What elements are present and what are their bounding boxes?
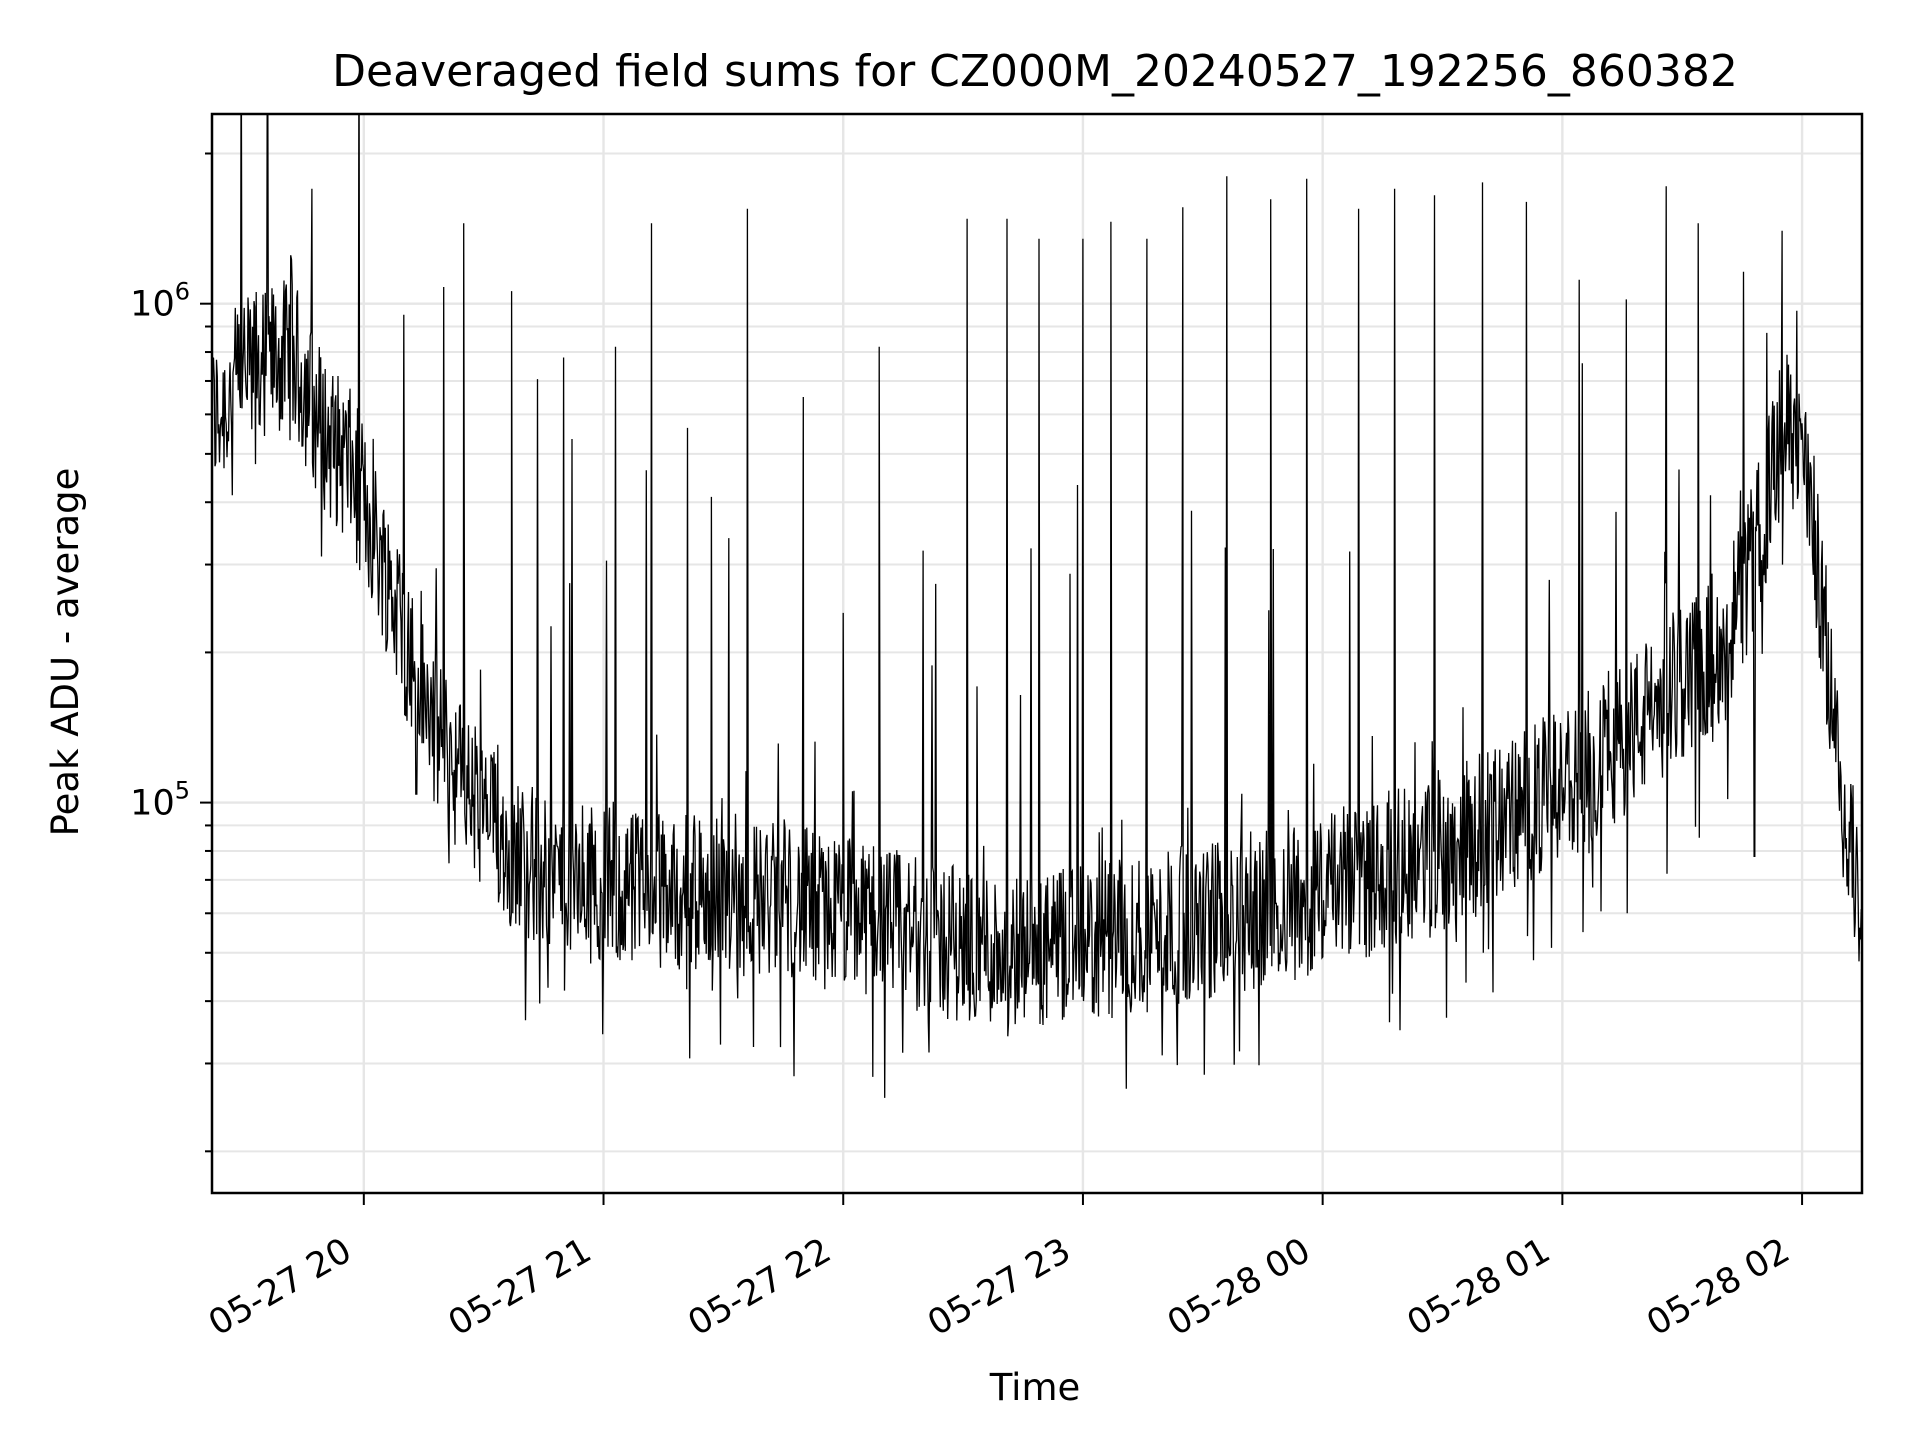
y-tick-label: 106 (130, 278, 190, 325)
plot-area (212, 114, 1862, 1098)
plot-frame (210, 112, 1864, 1195)
y-tick-label: 105 (130, 777, 190, 824)
y-axis-label: Peak ADU - average (44, 468, 87, 837)
chart-title: Deaveraged field sums for CZ000M_2024052… (332, 46, 1738, 97)
x-axis-label: Time (989, 1366, 1081, 1409)
series-line-0 (212, 114, 1862, 1098)
